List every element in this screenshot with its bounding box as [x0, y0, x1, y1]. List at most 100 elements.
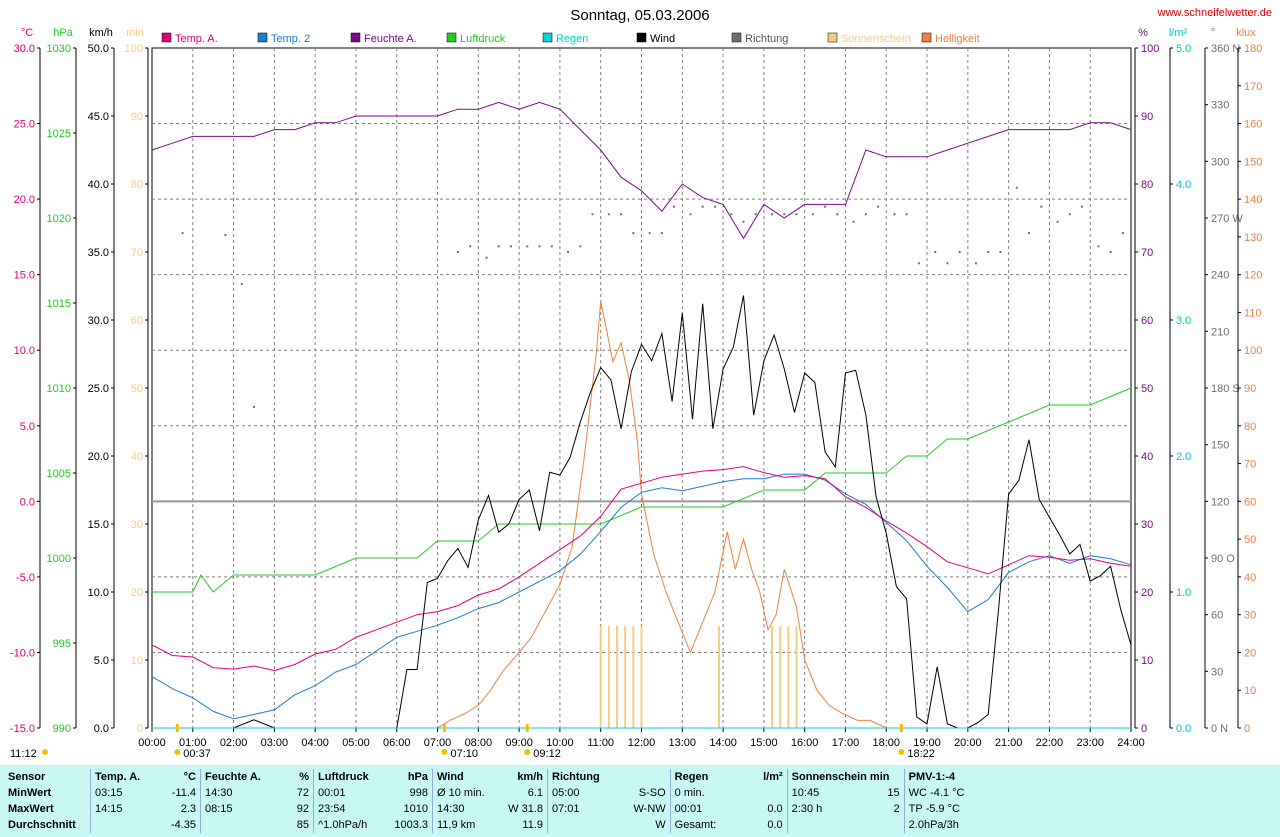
stats-cell: MinWert: [8, 787, 52, 799]
stats-cell: Durchschnitt: [8, 819, 76, 831]
sun_min-tick-label: 90: [131, 111, 143, 123]
humidity_pct-axis-unit: %: [1138, 27, 1148, 39]
pressure_hpa-tick-label: 990: [53, 723, 71, 735]
stats-header-temp: Temp. A.: [90, 769, 154, 785]
temp-a-line: [151, 466, 1132, 672]
stats-header-pressure: Luftdruck: [313, 769, 382, 785]
temp_c-tick-label: -10.0: [10, 647, 35, 659]
wind_kmh-tick-label: 50.0: [88, 43, 109, 55]
direction-point: [1056, 220, 1059, 223]
legend-swatch: [446, 32, 457, 43]
x-tick-label: 01:00: [179, 737, 207, 749]
brightness_klux-tick-label: 170: [1244, 81, 1262, 93]
weather-chart-svg: 00:00 01:00 02:00 03:00 04:00 05:00 06:00 07:00…: [10, 7, 1272, 760]
sun_min-tick-label: 10: [131, 655, 143, 667]
wind-line: [152, 295, 1132, 729]
stats-cell: 2.3: [180, 803, 196, 815]
sun_min-tick-label: 50: [131, 383, 143, 395]
pressure-line: [152, 387, 1132, 593]
stats-cell: 11.9: [522, 819, 543, 831]
direction-point: [240, 283, 243, 286]
humidity_pct-tick-label: 50: [1141, 383, 1153, 395]
humidity_pct-tick-label: 20: [1141, 587, 1153, 599]
x-tick-label: 08:00: [465, 737, 493, 749]
direction-point: [795, 213, 798, 216]
direction-point: [632, 232, 635, 235]
stats-cell: 05:00: [546, 785, 604, 801]
stats-header-row: Sensor Temp. A. °C Feuchte A. % Luftdruc…: [4, 769, 993, 785]
direction_deg-tick-label: 60: [1211, 610, 1223, 622]
direction-point: [591, 213, 594, 216]
legend-swatch: [161, 32, 172, 43]
direction-point: [1040, 205, 1043, 208]
brightness_klux-tick-label: 60: [1244, 496, 1256, 508]
pressure_hpa-tick-label: 1005: [47, 468, 71, 480]
temp_c-tick-label: -5.0: [16, 572, 35, 584]
stats-cell: 00:01: [313, 785, 382, 801]
pressure_hpa-tick-label: 1030: [47, 43, 71, 55]
direction_deg-tick-label: 330: [1211, 100, 1229, 112]
direction-point: [497, 245, 500, 248]
legend-label: Temp. 2: [271, 33, 310, 45]
x-tick-label: 05:00: [342, 737, 370, 749]
direction_deg-tick-label: 90 O: [1211, 553, 1235, 565]
legend-swatch: [636, 32, 647, 43]
humidity_pct-tick-label: 40: [1141, 451, 1153, 463]
x-tick-label: 04:00: [301, 737, 329, 749]
direction-point: [946, 262, 949, 265]
direction-point: [648, 232, 651, 235]
stats-cell: 92: [296, 803, 309, 815]
wind_kmh-tick-label: 40.0: [88, 179, 109, 191]
direction-point: [999, 251, 1002, 253]
x-tick-label: 10:00: [546, 737, 574, 749]
stats-cell: 1003.3: [394, 819, 428, 831]
stats-cell: [546, 817, 604, 833]
humidity_pct-tick-label: 0: [1141, 723, 1147, 735]
direction-point: [509, 245, 512, 248]
direction_deg-tick-label: 360 N: [1211, 43, 1240, 55]
stats-cell: 14:30: [432, 801, 493, 817]
x-tick-label: 12:00: [628, 737, 656, 749]
stats-cell: 0.0: [767, 803, 783, 815]
stats-header-pressure-unit: hPa: [407, 771, 428, 783]
wind_kmh-tick-label: 5.0: [94, 655, 109, 667]
direction-point: [567, 251, 570, 253]
wind_kmh-tick-label: 25.0: [88, 383, 109, 395]
stats-cell: W 31.8: [508, 803, 543, 815]
brightness_klux-tick-label: 10: [1244, 685, 1256, 697]
direction_deg-tick-label: 300: [1211, 156, 1229, 168]
stats-header-wind: Wind: [432, 769, 493, 785]
brightness-line: [152, 301, 927, 729]
wind-axis-unit: km/h: [89, 27, 113, 39]
humidity_pct-tick-label: 60: [1141, 315, 1153, 327]
x-tick-label: 22:00: [1036, 737, 1064, 749]
event-marker-label: 00:37: [183, 748, 211, 760]
legend-swatch: [827, 32, 838, 43]
sun_min-tick-label: 60: [131, 315, 143, 327]
x-tick-label: 09:00: [505, 737, 533, 749]
stats-cell: [200, 817, 269, 833]
pressure_hpa-tick-label: 1015: [47, 298, 71, 310]
stats-cell: S-SO: [638, 787, 666, 799]
x-tick-label: 20:00: [954, 737, 982, 749]
brightness_klux-tick-label: 80: [1244, 421, 1256, 433]
rain_lm2-tick-label: 1.0: [1176, 587, 1191, 599]
direction-point: [579, 245, 582, 248]
stats-header-humidity: Feuchte A.: [200, 769, 269, 785]
brightness_klux-tick-label: 150: [1244, 156, 1262, 168]
x-tick-label: 11:00: [587, 737, 614, 749]
brightness_klux-tick-label: 90: [1244, 383, 1256, 395]
pressure_hpa-tick-label: 995: [53, 638, 71, 650]
stats-cell: 23:54: [313, 801, 382, 817]
direction-point: [864, 213, 867, 216]
stats-cell: 6.1: [527, 787, 543, 799]
stats-cell: 2.0hPa/3h: [903, 817, 993, 833]
stats-cell: 15: [887, 787, 900, 799]
sun-event-icon: [898, 749, 905, 755]
brightness_klux-tick-label: 100: [1244, 345, 1262, 357]
direction-point: [905, 213, 908, 216]
x-tick-label: 03:00: [261, 737, 289, 749]
direction-point: [252, 405, 255, 408]
direction-point: [836, 213, 839, 216]
stats-cell: TP -5.9 °C: [903, 801, 993, 817]
